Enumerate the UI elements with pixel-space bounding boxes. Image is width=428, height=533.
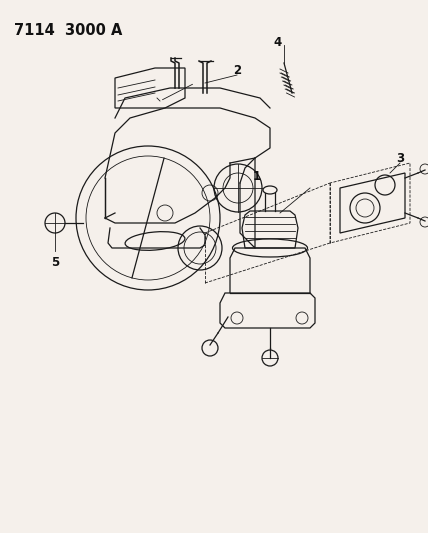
Text: 4: 4 [274, 36, 282, 50]
Text: 5: 5 [51, 256, 59, 270]
Text: 1: 1 [253, 169, 261, 182]
Text: 3: 3 [396, 152, 404, 166]
Text: 2: 2 [233, 64, 241, 77]
Text: 7114  3000 A: 7114 3000 A [14, 23, 122, 38]
